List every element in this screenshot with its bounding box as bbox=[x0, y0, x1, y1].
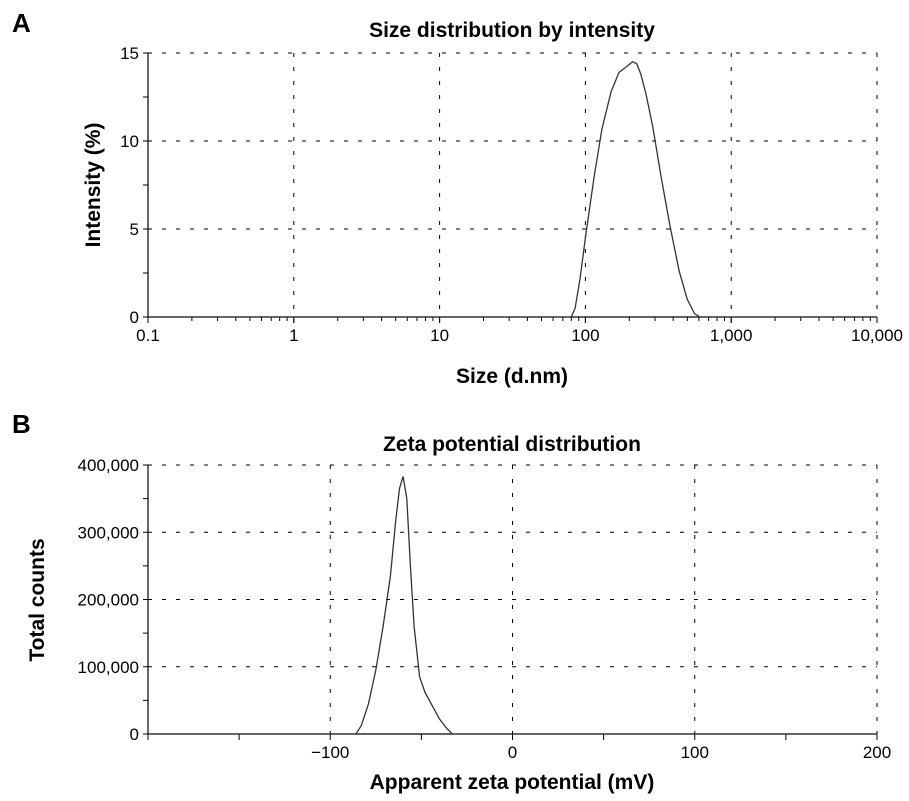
x-tick-label: 200 bbox=[863, 743, 891, 762]
x-tick-label: 1,000 bbox=[710, 326, 753, 345]
y-tick-label: 5 bbox=[130, 220, 139, 239]
y-tick-label: 400,000 bbox=[78, 456, 139, 475]
x-tick-label: 10,000 bbox=[851, 326, 903, 345]
y-tick-label: 15 bbox=[120, 44, 139, 63]
chart-title: Size distribution by intensity bbox=[369, 19, 655, 42]
y-tick-label: 100,000 bbox=[78, 658, 139, 677]
x-tick-label: 1 bbox=[289, 326, 298, 345]
x-tick-label: 10 bbox=[430, 326, 449, 345]
x-tick-label: 100 bbox=[681, 743, 709, 762]
y-tick-label: 0 bbox=[130, 725, 139, 744]
y-tick-label: 300,000 bbox=[78, 523, 139, 542]
y-tick-label: 200,000 bbox=[78, 591, 139, 610]
panel-label: A bbox=[12, 8, 31, 38]
series-line bbox=[148, 61, 877, 318]
x-axis-title: Size (d.nm) bbox=[456, 365, 568, 388]
x-axis-title: Apparent zeta potential (mV) bbox=[370, 771, 655, 794]
zeta-potential-chart: −100 0 100 200 0 100,000 200,000 300,000 400,000… bbox=[26, 433, 891, 794]
size-distribution-panel: A 0.1 1 10 100 1,000 10,000 0 5 10 15 Size distrib… bbox=[0, 0, 909, 395]
chart-title: Zeta potential distribution bbox=[383, 433, 641, 456]
series-line bbox=[148, 476, 877, 735]
y-axis-title: Total counts bbox=[26, 538, 49, 661]
x-tick-label: −100 bbox=[311, 743, 349, 762]
y-tick-label: 10 bbox=[120, 132, 139, 151]
size-distribution-chart: 0.1 1 10 100 1,000 10,000 0 5 10 15 Size distribut… bbox=[82, 19, 903, 388]
x-tick-label: 0.1 bbox=[136, 326, 160, 345]
y-axis-title: Intensity (%) bbox=[82, 123, 105, 248]
zeta-potential-panel: B −100 0 100 200 0 100,000 200,000 300,000 400,0… bbox=[0, 395, 909, 801]
x-tick-label: 100 bbox=[571, 326, 599, 345]
panel-label: B bbox=[12, 409, 31, 439]
x-tick-label: 0 bbox=[508, 743, 517, 762]
y-tick-label: 0 bbox=[130, 308, 139, 327]
